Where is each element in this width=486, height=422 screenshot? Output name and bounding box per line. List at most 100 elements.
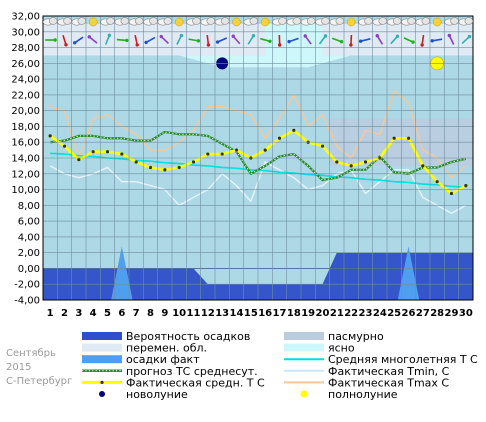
series-point: [450, 192, 453, 195]
x-tick-label: 8: [147, 308, 154, 319]
sun-icon: [233, 18, 241, 26]
x-tick-label: 22: [344, 308, 358, 319]
wind-arrow-head: [73, 41, 76, 44]
series-point: [163, 168, 166, 171]
series-point: [350, 164, 353, 167]
y-tick-label: 28,00: [11, 43, 40, 54]
x-tick-label: 16: [258, 308, 272, 319]
series-point: [221, 152, 224, 155]
series-point: [92, 150, 95, 153]
x-tick-label: 30: [459, 308, 473, 319]
x-tick-label: 4: [90, 308, 97, 319]
cloud-icon-puff: [135, 18, 143, 25]
series-point: [464, 184, 467, 187]
legend-swatch-prob: [82, 332, 122, 340]
cloud-icon-puff: [293, 18, 301, 25]
y-tick-label: 18,00: [11, 122, 40, 133]
series-point: [321, 145, 324, 148]
series-point: [364, 160, 367, 163]
wind-arrow-head: [376, 34, 379, 37]
wind-arrow-head: [180, 34, 183, 37]
wind-arrow-head: [232, 35, 235, 38]
y-tick-label: 12,00: [11, 169, 40, 180]
cloud-icon-puff: [408, 18, 416, 25]
wind-arrow-head: [144, 41, 147, 44]
wind-arrow-head: [197, 39, 200, 42]
wind-arrow-head: [268, 40, 271, 43]
x-tick-label: 5: [104, 308, 111, 319]
cloud-icon-puff: [365, 18, 373, 25]
x-tick-label: 6: [118, 308, 125, 319]
cloud-icon-puff: [64, 18, 72, 25]
cloud-icon-puff: [393, 18, 401, 25]
cloud-icon-puff: [107, 18, 115, 25]
series-point: [393, 137, 396, 140]
legend-swatch-partly: [82, 344, 122, 352]
cloud-icon-puff: [221, 18, 229, 25]
series-point: [436, 180, 439, 183]
x-tick-label: 10: [172, 308, 186, 319]
series-point: [407, 137, 410, 140]
y-tick-label: 24,00: [11, 75, 40, 86]
y-tick-label: 32,00: [11, 12, 40, 23]
cloud-icon-puff: [451, 18, 459, 25]
x-tick-label: 25: [387, 308, 401, 319]
series-point: [63, 145, 66, 148]
cloud-icon-puff: [49, 18, 57, 25]
x-tick-label: 20: [316, 308, 330, 319]
series-point: [278, 137, 281, 140]
x-tick-label: 28: [430, 308, 444, 319]
cloud-icon-puff: [336, 18, 344, 25]
wind-arrow-head: [108, 34, 111, 37]
caption-year: 2015: [6, 362, 31, 373]
x-tick-label: 12: [201, 308, 215, 319]
wind-arrow-head: [448, 34, 451, 37]
series-point: [264, 149, 267, 152]
cloud-icon-puff: [78, 18, 86, 25]
wind-arrow-head: [88, 35, 91, 38]
legend-swatch-newmoon: [99, 391, 105, 397]
cloud-icon-puff: [164, 18, 172, 25]
y-tick-label: 2,00: [18, 248, 40, 259]
wind-arrow-head: [431, 39, 434, 42]
x-tick-label: 15: [244, 308, 258, 319]
cloud-icon-puff: [422, 18, 430, 25]
wind-arrow-head: [53, 38, 56, 41]
wind-arrow-head: [420, 43, 423, 46]
x-tick-label: 18: [287, 308, 301, 319]
y-tick-label: 14,00: [11, 154, 40, 165]
y-tick-label: 16,00: [11, 138, 40, 149]
cloud-icon-puff: [465, 18, 473, 25]
series-point: [192, 160, 195, 163]
x-tick-label: 11: [187, 308, 201, 319]
x-tick-label: 9: [161, 308, 168, 319]
x-tick-label: 23: [359, 308, 373, 319]
series-point: [149, 166, 152, 169]
legend-swatch-clear: [284, 344, 324, 352]
sun-icon: [433, 18, 441, 26]
y-tick-label: 6,00: [18, 217, 40, 228]
x-tick-label: 21: [330, 308, 344, 319]
sun-icon: [347, 18, 355, 26]
x-tick-label: 7: [133, 308, 140, 319]
cloud-icon-puff: [279, 18, 287, 25]
series-point: [292, 129, 295, 132]
cloud-icon-puff: [121, 18, 129, 25]
y-tick-label: 26,00: [11, 59, 40, 70]
cloud-icon-puff: [150, 18, 158, 25]
series-point: [421, 164, 424, 167]
series-point: [235, 149, 238, 152]
legend-swatch-overcast: [284, 332, 324, 340]
legend-label-newmoon: новолуние: [126, 388, 188, 401]
sun-icon: [89, 18, 97, 26]
x-tick-label: 27: [416, 308, 430, 319]
y-tick-label: 20,00: [11, 106, 40, 117]
cloud-icon-puff: [207, 18, 215, 25]
x-tick-label: 13: [215, 308, 229, 319]
wind-arrow-head: [252, 34, 255, 37]
wind-arrow-head: [216, 40, 219, 43]
y-tick-label: 22,00: [11, 90, 40, 101]
y-tick-label: 4,00: [18, 232, 40, 243]
